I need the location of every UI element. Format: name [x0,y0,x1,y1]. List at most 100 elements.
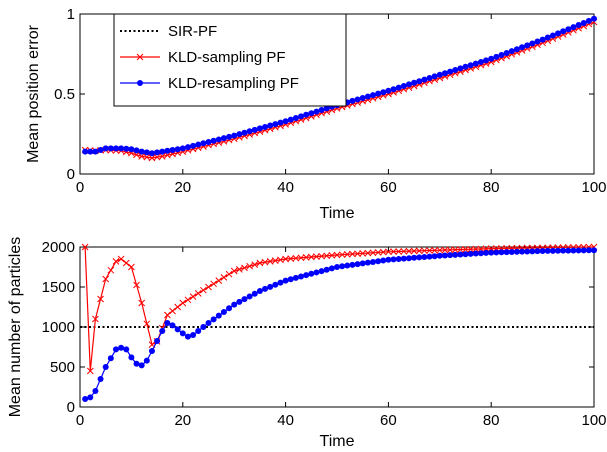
data-point [154,338,161,344]
data-point [174,146,181,153]
data-point [159,148,166,155]
data-point [241,264,248,272]
data-point [544,34,551,41]
data-point [395,256,402,262]
data-point [467,62,474,69]
x-tick-label: 40 [277,179,294,196]
data-point [231,301,238,308]
data-point [97,376,104,382]
data-point [158,153,166,160]
data-point [303,272,310,279]
data-point [287,276,294,283]
data-point [87,148,94,155]
y-tick-label: 0 [67,166,75,183]
data-point [570,247,577,254]
data-point [431,73,438,80]
data-point [493,53,500,60]
data-point [267,283,274,290]
data-point [328,265,335,272]
data-point [369,92,376,99]
data-point [102,275,110,283]
data-point [174,303,182,311]
data-point [508,48,515,55]
data-point [436,252,443,259]
data-point [385,248,392,256]
data-point [262,123,269,130]
data-point [395,84,402,91]
data-point [230,267,238,275]
data-point [287,255,295,262]
data-point [380,257,387,264]
data-point [385,87,392,94]
data-point [138,299,146,307]
data-point [169,307,176,315]
data-point [195,141,202,148]
data-point [441,252,448,259]
data-point [200,140,207,147]
data-point [400,247,408,255]
data-point [375,90,382,97]
data-point [570,24,577,31]
data-point [210,280,217,288]
data-point [267,122,274,129]
data-point [159,328,166,334]
data-point [488,249,495,256]
data-point [112,346,119,353]
data-point [462,246,469,253]
data-point [513,248,520,255]
data-point [344,262,351,269]
data-point [426,247,433,254]
data-point [122,259,130,267]
data-point [539,36,546,43]
data-point [585,247,592,254]
data-point [462,251,469,258]
x-tick-label: 0 [76,412,84,429]
data-point [426,75,433,81]
data-point [298,273,305,280]
data-point [369,249,377,257]
data-point [354,261,361,268]
y-tick-label: 1500 [42,279,75,296]
legend-label: SIR-PF [168,23,217,40]
data-point [323,105,330,112]
data-point [565,247,572,254]
data-point [302,254,310,261]
data-point [375,258,382,265]
data-point [256,288,263,294]
data-point [107,266,115,274]
data-point [200,286,207,294]
y-tick-label: 0 [67,399,75,416]
data-point [112,258,120,265]
data-point [164,147,171,154]
data-point [503,249,510,256]
x-tick-label: 100 [581,179,606,196]
data-point [359,260,366,267]
data-point [529,40,536,47]
data-point [184,296,192,304]
data-point [359,95,366,101]
data-point [86,367,94,375]
data-point [575,22,582,29]
data-point [190,142,197,149]
data-point [472,250,479,257]
data-point [549,247,556,254]
y-tick-label: 0.5 [54,86,75,103]
data-point [405,255,412,262]
data-point [195,328,202,334]
data-point [452,67,459,73]
data-point [323,266,330,273]
data-point [488,55,495,62]
data-point [405,81,412,88]
y-axis-label: Mean number of particles [7,237,24,418]
series-kld-resampling-pf [82,247,597,402]
data-point [441,246,449,254]
data-point [143,149,150,156]
data-point [231,132,238,139]
data-point [549,32,556,39]
data-point [226,305,233,312]
x-tick-label: 100 [581,412,606,429]
data-point [472,60,479,67]
data-point [415,247,423,255]
data-point [349,261,356,268]
